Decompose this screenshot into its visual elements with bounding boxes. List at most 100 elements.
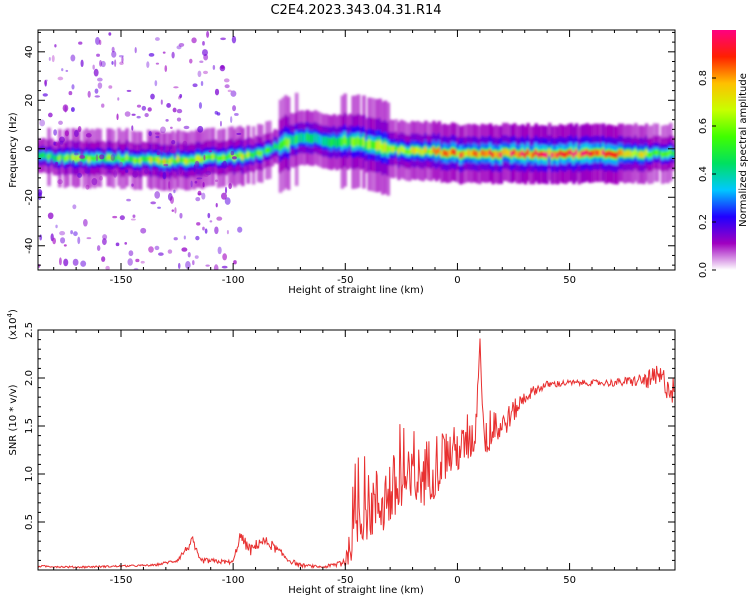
spectrogram-speckle	[55, 224, 58, 229]
spectrogram-panel: -150 -100 -50 0 50 -40 -20 0 20 40 Height of stra…	[8, 29, 676, 296]
spectrogram-cell	[504, 149, 509, 155]
spectrogram-speckle	[204, 164, 208, 168]
spectrogram-cell	[391, 146, 396, 153]
spectrogram-speckle	[202, 182, 205, 188]
spectrogram-cell	[356, 136, 361, 146]
snr-y-tick-label: 1.0	[24, 466, 35, 482]
spectrogram-speckle	[111, 61, 114, 65]
spectrogram-speckle	[179, 94, 183, 99]
spectrogram-speckle	[116, 113, 119, 121]
spectrogram-cell	[294, 134, 299, 144]
spectrogram-cell	[394, 145, 399, 152]
spectrogram-cell	[545, 152, 549, 158]
spectrogram-cell	[577, 152, 582, 159]
spectrogram-cell	[302, 133, 307, 143]
snr-y-tick-label: 1.5	[24, 418, 35, 434]
spectrogram-speckle	[162, 51, 166, 54]
spectrogram-speckle	[196, 177, 203, 180]
spectrogram-speckle	[195, 235, 200, 241]
spectrogram-cell	[289, 135, 294, 145]
spectrogram-cell	[114, 156, 119, 162]
spectrogram-speckle	[102, 234, 108, 240]
spectrogram-cell	[375, 141, 380, 151]
spectrogram-cell	[599, 150, 603, 156]
spectrogram-cell	[111, 156, 116, 162]
colorbar-tick-label: 0.6	[698, 118, 709, 134]
spectrogram-speckle	[79, 155, 85, 159]
spectrogram-cell	[383, 142, 388, 152]
spectrogram-speckle	[39, 119, 46, 127]
spectrogram-speckle	[60, 237, 66, 244]
spectrogram-cell	[327, 137, 331, 147]
spectrogram-cell	[378, 140, 382, 150]
spectrogram-cell	[259, 150, 264, 157]
snr-data	[38, 338, 675, 569]
spectrogram-speckle	[95, 37, 100, 45]
spectrogram-cell	[192, 157, 197, 164]
spectrogram-cell	[276, 144, 280, 150]
spectrogram-speckle	[154, 37, 160, 41]
spectrogram-cell	[553, 151, 557, 158]
spectrogram-cell	[270, 146, 275, 153]
spectrogram-speckle	[231, 35, 237, 44]
spectrogram-speckle	[99, 59, 103, 67]
spectrogram-speckle	[130, 218, 136, 221]
spectrogram-cell	[93, 156, 97, 163]
spectrogram-speckle	[140, 227, 147, 234]
spectrogram-cell	[617, 149, 622, 156]
spectrogram-cell	[359, 137, 364, 148]
snr-x-tick-label: 0	[454, 575, 460, 586]
spectrogram-cell	[550, 152, 555, 158]
spectrogram-cell	[254, 149, 259, 156]
spectrogram-speckle	[228, 183, 232, 190]
spectrogram-cell	[206, 154, 210, 161]
spectrogram-speckle	[127, 258, 133, 266]
spectrogram-cell	[461, 151, 466, 158]
spectrogram-cell	[184, 158, 189, 165]
spectrogram-speckle	[86, 237, 92, 240]
spectrogram-speckle	[70, 54, 76, 62]
spectrogram-speckle	[117, 97, 120, 101]
spectrogram-speckle	[70, 230, 74, 235]
spectrogram-speckle	[101, 103, 105, 108]
spectrogram-speckle	[97, 77, 103, 82]
spectrogram-speckle	[176, 117, 182, 122]
spectrogram-cell	[321, 136, 326, 146]
spectrogram-cell	[351, 137, 356, 148]
spectrogram-speckle	[206, 30, 210, 38]
spectrogram-speckle	[155, 135, 160, 139]
spectrogram-cell	[316, 134, 321, 144]
spectrogram-cell	[520, 150, 525, 157]
spectrogram-cell	[518, 151, 522, 158]
spectrogram-cell	[128, 156, 132, 162]
spectrogram-speckle	[119, 161, 123, 168]
spectrogram-cell	[324, 136, 329, 146]
spectrogram-speckle	[96, 245, 101, 252]
spectrogram-cell	[510, 150, 514, 157]
spectrogram-speckle	[214, 226, 219, 235]
spectrogram-speckle	[233, 260, 237, 265]
spectrogram-speckle	[102, 238, 107, 246]
spectrogram-cell	[179, 157, 183, 163]
spectrogram-cell	[265, 147, 269, 154]
spectrogram-speckle	[219, 120, 222, 127]
spectrogram-speckle	[199, 60, 204, 63]
spectrogram-speckle	[217, 246, 222, 255]
spectrogram-speckle	[64, 130, 69, 137]
spectrogram-speckle	[201, 49, 208, 56]
spectrogram-cell	[195, 155, 199, 162]
spectrogram-speckle	[172, 107, 177, 113]
spectrogram-speckle	[170, 126, 173, 130]
spectrogram-cell	[152, 156, 156, 163]
spectrogram-speckle	[57, 141, 60, 149]
spectrogram-speckle	[160, 126, 166, 134]
spectrogram-speckle	[208, 150, 212, 153]
spectrogram-cell	[257, 150, 261, 157]
spectrogram-cell	[55, 155, 59, 162]
spectrogram-speckle	[63, 244, 67, 247]
spectrogram-speckle	[202, 41, 205, 46]
spectrogram-cell	[141, 155, 146, 162]
snr-x-tick-label: -50	[337, 575, 353, 586]
snr-x-tick-label: 50	[563, 575, 576, 586]
